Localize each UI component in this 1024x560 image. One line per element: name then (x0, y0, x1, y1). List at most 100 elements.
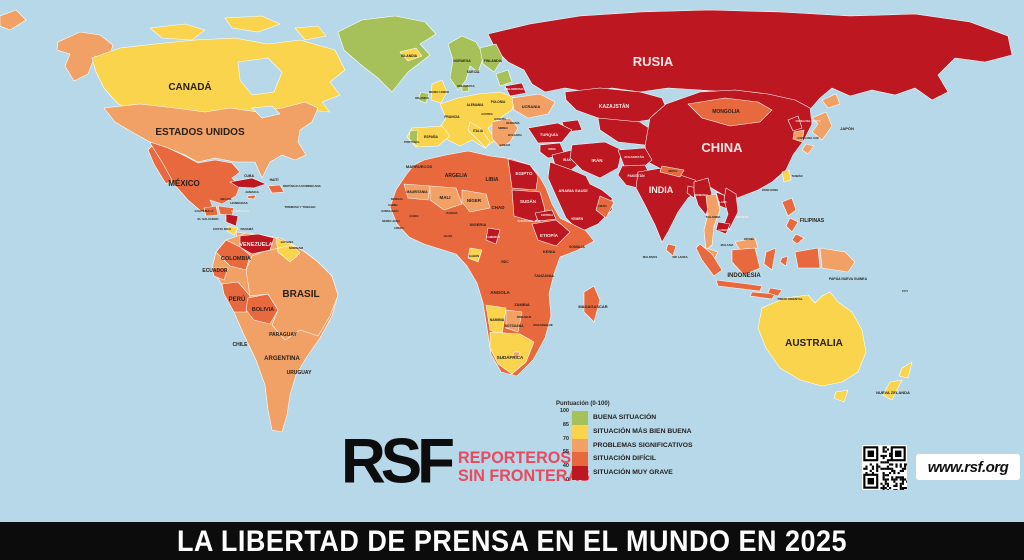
legend-label: PROBLEMAS SIGNIFICATIVOS (593, 441, 693, 449)
country-label: BOLIVIA (252, 307, 274, 313)
country-label: NÍGER (467, 196, 482, 203)
region-afghanistan (617, 147, 653, 171)
rsf-logo: RSF REPORTEROS SIN FRONTERAS (341, 430, 597, 493)
legend-tick: 55 (562, 449, 569, 456)
region-philippines (781, 197, 797, 217)
region-ireland (417, 91, 430, 104)
country-label: JAPÓN (840, 126, 854, 131)
title-bar: LA LIBERTAD DE PRENSA EN EL MUNDO EN 202… (0, 522, 1024, 560)
country-label: RDC (501, 260, 509, 264)
legend-tick: 70 (562, 435, 569, 442)
country-label: MAURITANIA (406, 190, 428, 194)
region-egypt (507, 158, 539, 191)
country-label: MOZAMBIQUE (533, 323, 553, 327)
country-label: TANZANIA (534, 273, 554, 278)
region-uk (430, 79, 448, 104)
country-label: LAOS (719, 200, 726, 204)
region-finland (479, 43, 504, 73)
region-timor (767, 287, 783, 297)
region-mauritania (403, 183, 431, 201)
region-norway-sweden (447, 35, 485, 91)
legend-label: SITUACIÓN MUY GRAVE (593, 469, 673, 477)
region-cameroon (485, 227, 501, 245)
region-canada-islands (224, 15, 281, 33)
country-label: SIRIA (548, 147, 555, 151)
region-baltics (495, 69, 513, 87)
country-label: LIBIA (485, 177, 498, 183)
region-australia (757, 291, 867, 387)
country-label: ESPAÑA (424, 134, 438, 139)
region-cambodia (715, 221, 731, 235)
country-label: ECUADOR (202, 268, 228, 274)
country-label: CAMBOYA (718, 228, 731, 232)
country-label: SENEGAL (391, 197, 404, 201)
country-label: PERÚ (229, 296, 246, 303)
country-label: TAIWÁN (792, 173, 803, 178)
country-label: LIBERIA (394, 227, 404, 230)
country-label: PAPÚA NUEVA GUINEA (829, 276, 868, 281)
region-ethiopia (531, 219, 571, 247)
country-label: BOTSUANA (504, 324, 524, 328)
region-tasmania (833, 389, 849, 403)
region-iceland (399, 47, 423, 62)
country-label: PANAMÁ (241, 226, 255, 231)
region-japan (801, 143, 815, 155)
legend-label: BUENA SITUACIÓN (593, 414, 657, 421)
country-label: BURKINA (446, 212, 457, 215)
country-label: BIRMANIA (694, 193, 708, 197)
country-label: BIELORRUSIA (504, 87, 523, 91)
region-indonesia (715, 279, 763, 292)
region-south-america (211, 232, 339, 433)
sea-hudson-bay (237, 57, 283, 96)
country-label: ARABIA SAUDÍ (559, 188, 589, 193)
website-link[interactable]: www.rsf.org (916, 454, 1020, 480)
region-kazakhstan (564, 87, 669, 125)
legend-tick: 100 (559, 408, 569, 414)
country-label: URUGUAY (287, 370, 312, 376)
region-denmark (461, 83, 470, 93)
country-label: TAILANDIA (706, 215, 721, 219)
region-iran (569, 141, 623, 179)
region-arabia (547, 161, 613, 233)
country-label: DINAMARCA (457, 84, 474, 88)
border-brazil (245, 244, 339, 341)
country-label: SUDÁN (520, 198, 536, 204)
country-label: MADAGASCAR (578, 304, 607, 309)
region-mongolia (687, 97, 773, 127)
country-label: GHANA (444, 235, 453, 238)
region-gabon (467, 247, 483, 263)
country-label: AUSTRALIA (785, 338, 843, 349)
legend-swatch (572, 452, 588, 467)
region-balkans (491, 117, 519, 149)
country-label: ETIOPÍA (540, 231, 559, 238)
legend-label: SITUACIÓN MÁS BIEN BUENA (593, 427, 692, 435)
country-label: MALDIVAS (643, 255, 658, 259)
country-label: EL SALVADOR (197, 217, 219, 221)
region-belarus (504, 82, 527, 97)
country-label: ALEMANIA (467, 103, 485, 107)
country-label: VENEZUELA (239, 242, 272, 248)
country-label: EGIPTO (516, 171, 533, 176)
region-cuba (229, 177, 267, 189)
qr-code (862, 445, 907, 490)
region-italy (467, 121, 491, 149)
country-label: HAITÍ (270, 177, 280, 182)
country-label: GAMBIA (388, 204, 398, 207)
region-new-zealand (882, 379, 903, 401)
region-alaska (56, 31, 114, 82)
country-label: INDONESIA (727, 273, 761, 279)
region-niger (461, 189, 491, 213)
country-label: BRASIL (282, 289, 319, 300)
region-thailand (703, 193, 721, 251)
legend-tick: 85 (562, 421, 569, 428)
country-label: IRAK (563, 158, 572, 162)
country-label: SRI LANKA (672, 255, 687, 259)
country-label: NEPAL (668, 169, 678, 173)
page-title: LA LIBERTAD DE PRENSA EN EL MUNDO EN 202… (176, 523, 848, 557)
country-label: SURINAM (289, 246, 304, 250)
country-label: SIERRA LEONA (382, 220, 400, 223)
region-eritrea (534, 209, 557, 222)
region-taiwan (781, 169, 792, 183)
country-label: KAZAJSTÁN (599, 103, 630, 110)
